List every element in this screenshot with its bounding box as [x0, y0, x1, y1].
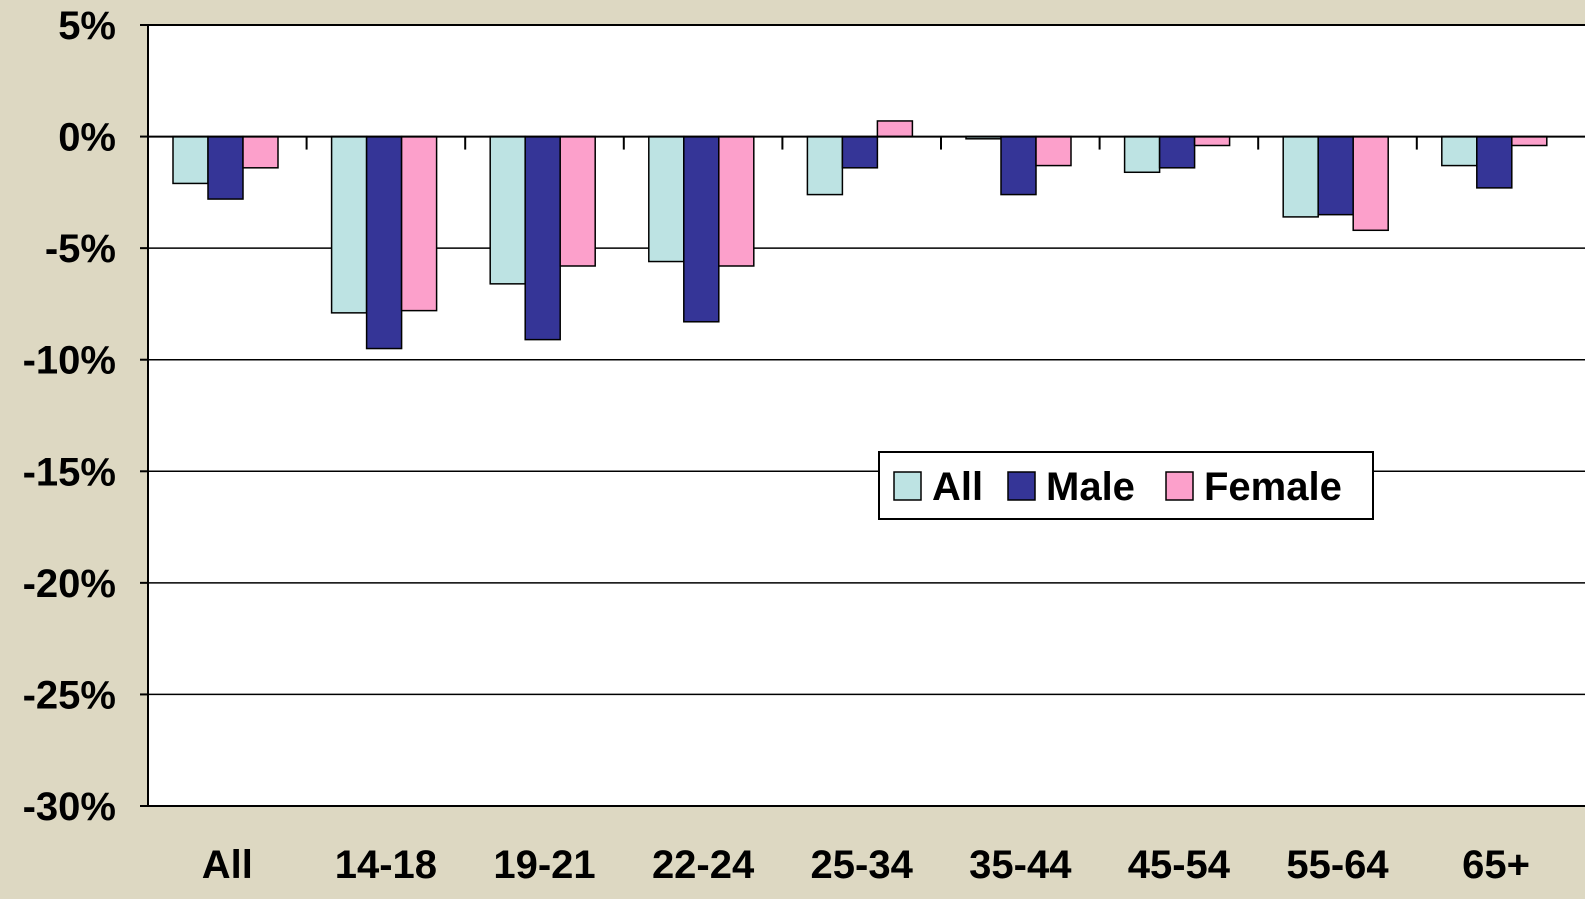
legend-swatch-male — [1007, 471, 1036, 501]
bar-all-19-21 — [489, 135, 526, 285]
x-tick-label: 25-34 — [811, 843, 914, 887]
y-tick-label: -30% — [23, 785, 116, 829]
y-tick-label: 0% — [58, 116, 116, 160]
bar-male-14-18 — [365, 135, 403, 350]
y-tick-label: -20% — [23, 562, 116, 606]
bar-male-45-54 — [1158, 135, 1196, 169]
y-tick-label: -25% — [23, 673, 116, 717]
legend-label-all: All — [932, 465, 983, 509]
y-tick-label: 5% — [58, 4, 116, 48]
bar-female-45-54 — [1193, 135, 1231, 147]
legend-box — [878, 451, 1374, 520]
bars — [172, 120, 1548, 350]
legend-swatch-female — [1165, 471, 1194, 501]
x-tick-label: 22-24 — [652, 843, 755, 887]
bar-all-55-64 — [1282, 135, 1319, 218]
bar-male-65+ — [1476, 135, 1513, 189]
legend-label-male: Male — [1046, 465, 1135, 509]
legend: All Male Female — [878, 451, 1374, 520]
axes — [140, 24, 1585, 807]
bar-all-25-34 — [806, 135, 844, 196]
bar-male-22-24 — [683, 135, 720, 323]
x-tick-label: 45-54 — [1128, 843, 1231, 887]
y-axis-tick-labels: 5% 0% -5% -10% -15% -20% -25% -30% — [23, 4, 116, 829]
x-tick-label: 65+ — [1462, 843, 1530, 887]
bar-all-all — [172, 135, 209, 185]
bar-female-19-21 — [559, 135, 596, 267]
bar-all-14-18 — [330, 135, 368, 314]
bar-all-45-54 — [1123, 135, 1161, 174]
x-tick-label: 35-44 — [969, 843, 1072, 887]
y-tick-label: -10% — [23, 339, 116, 383]
bar-female-35-44 — [1035, 135, 1072, 167]
y-tick-label: -5% — [45, 227, 116, 271]
bar-female-65+ — [1511, 135, 1548, 147]
bar-female-all — [242, 135, 279, 169]
bar-female-55-64 — [1352, 135, 1389, 232]
x-tick-label: 55-64 — [1286, 843, 1389, 887]
bar-all-65+ — [1441, 135, 1478, 167]
bar-female-25-34 — [876, 120, 914, 138]
bar-male-25-34 — [841, 135, 879, 169]
x-tick-label: 14-18 — [335, 843, 437, 887]
bar-all-22-24 — [648, 135, 685, 263]
bar-male-55-64 — [1317, 135, 1354, 216]
bar-female-22-24 — [718, 135, 755, 267]
bar-male-all — [207, 135, 244, 200]
x-tick-label: 19-21 — [493, 843, 595, 887]
y-tick-label: -15% — [23, 450, 116, 494]
legend-label-female: Female — [1204, 465, 1342, 509]
bar-male-35-44 — [1000, 135, 1037, 196]
x-axis-tick-labels: All 14-18 19-21 22-24 25-34 35-44 45-54 55-64 65… — [202, 843, 1530, 887]
bar-female-14-18 — [400, 135, 438, 312]
legend-swatch-all — [893, 471, 922, 501]
x-tick-label: All — [202, 843, 253, 887]
bar-male-19-21 — [524, 135, 561, 341]
